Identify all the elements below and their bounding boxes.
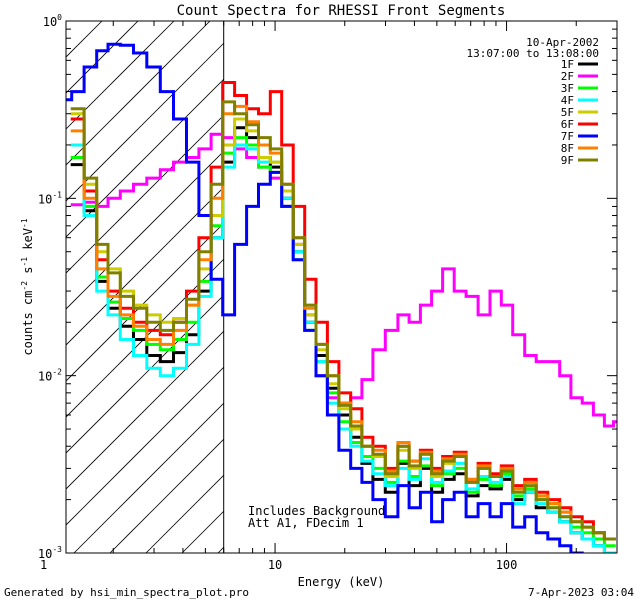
x-axis-label: Energy (keV)	[298, 575, 385, 589]
legend-label-4F: 4F	[561, 94, 574, 107]
footer-generated-by: Generated by hsi_min_spectra_plot.pro	[4, 586, 249, 599]
series-9F-line	[70, 100, 616, 541]
legend-label-8F: 8F	[561, 142, 574, 155]
annotation-attenuator: Att A1, FDecim 1	[248, 516, 364, 530]
legend-label-7F: 7F	[561, 130, 574, 143]
legend-time-range: 13:07:00 to 13:08:00	[467, 47, 599, 60]
legend-label-1F: 1F	[561, 58, 574, 71]
chart-title: Count Spectra for RHESSI Front Segments	[177, 3, 506, 19]
x-tick-label: 100	[496, 558, 518, 572]
legend-label-3F: 3F	[561, 82, 574, 95]
x-tick-label: 10	[268, 558, 282, 572]
legend-label-2F: 2F	[561, 70, 574, 83]
series-7F-line	[66, 42, 584, 553]
legend-label-6F: 6F	[561, 118, 574, 131]
legend-label-5F: 5F	[561, 106, 574, 119]
y-tick-label: 100	[43, 13, 62, 29]
footer-timestamp: 7-Apr-2023 03:04	[528, 586, 634, 599]
y-axis-label: counts cm-2 s-1 keV-1	[20, 218, 35, 355]
legend-label-9F: 9F	[561, 154, 574, 167]
annotation-background: Includes Background	[248, 504, 385, 518]
y-tick-label: 10-2	[38, 368, 62, 384]
plot-frame	[65, 20, 618, 554]
legend-date: 10-Apr-2002	[526, 36, 599, 49]
y-tick-label: 10-1	[38, 190, 62, 206]
y-tick-label: 10-3	[38, 545, 62, 561]
x-tick-label: 1	[40, 558, 47, 572]
